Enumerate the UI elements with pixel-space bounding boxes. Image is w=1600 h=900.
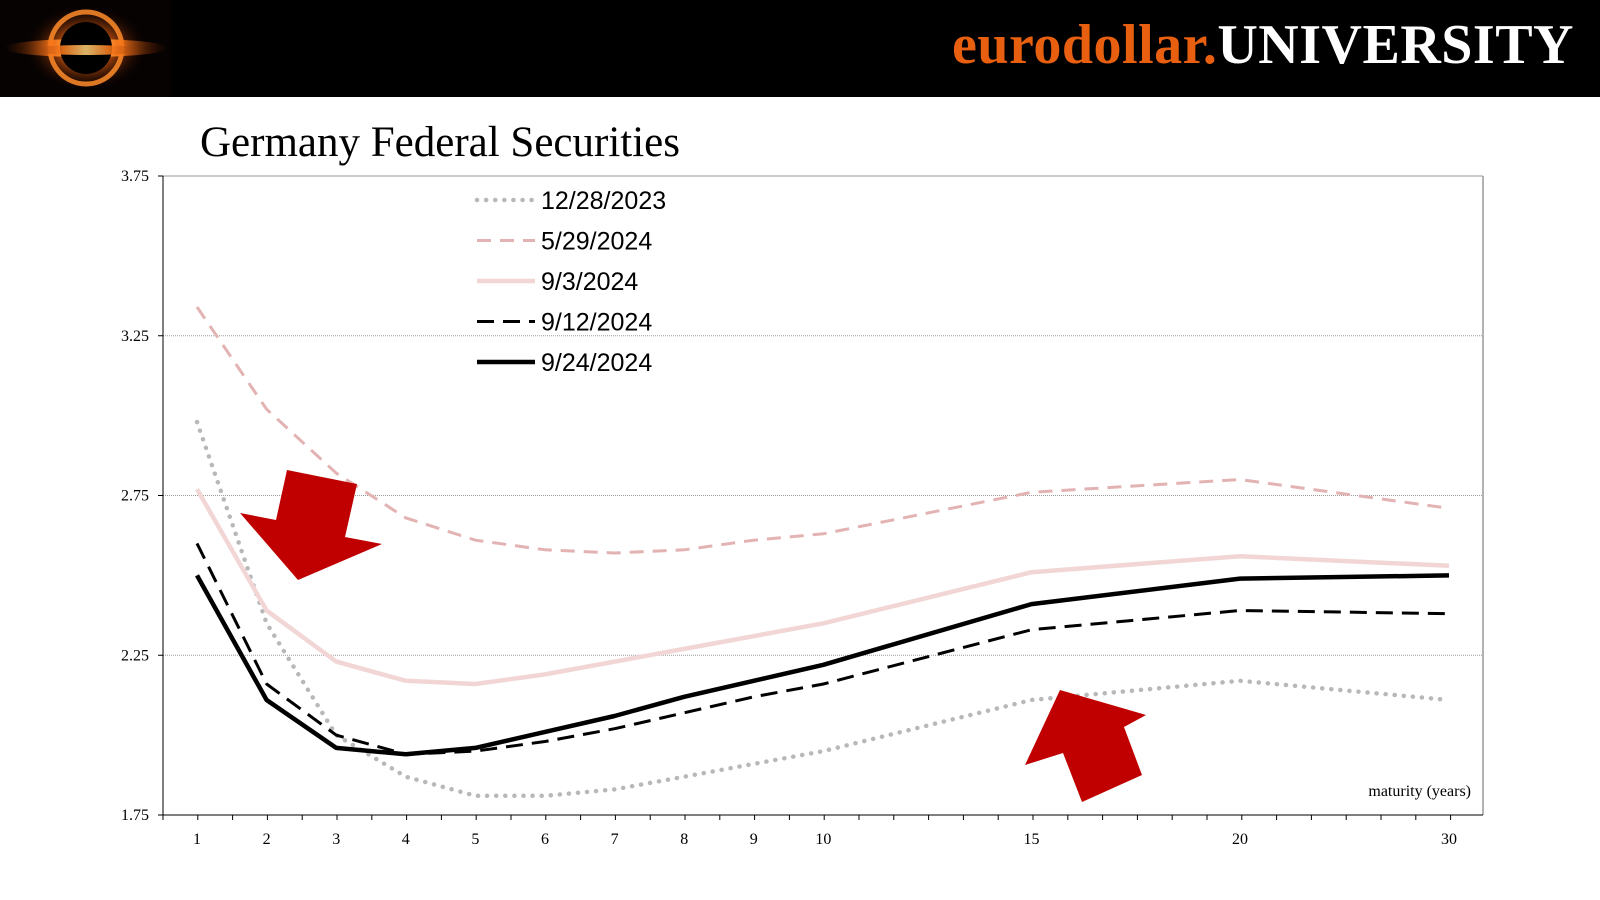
x-tick-label: 30 bbox=[1441, 831, 1457, 848]
series-line-9-3-2024 bbox=[195, 487, 1450, 687]
x-tick-label: 15 bbox=[1024, 831, 1040, 848]
series-lines bbox=[194, 306, 1452, 799]
x-axis-label: maturity (years) bbox=[1368, 783, 1471, 800]
gridlines bbox=[163, 175, 1484, 815]
x-tick-label: 8 bbox=[680, 831, 688, 848]
chart-title: Germany Federal Securities bbox=[200, 119, 680, 166]
x-tick-label: 3 bbox=[332, 831, 340, 848]
x-tick-label: 2 bbox=[263, 831, 271, 848]
x-tick-label: 5 bbox=[471, 831, 479, 848]
legend-label: 5/29/2024 bbox=[541, 228, 652, 256]
series-line-5-29-2024 bbox=[195, 306, 1450, 555]
series-line-12-28-2023 bbox=[194, 419, 1452, 799]
brand-wordmark-part2: UNIVERSITY bbox=[1217, 14, 1574, 76]
x-tick-label: 1 bbox=[193, 831, 201, 848]
red-arrow-up bbox=[1025, 690, 1146, 802]
y-tick-label: 2.75 bbox=[121, 488, 149, 505]
legend-label: 12/28/2023 bbox=[541, 187, 666, 215]
legend: 12/28/2023 5/29/2024 9/3/2024 9/12/2024 9/24… bbox=[474, 187, 666, 377]
y-tick-label: 1.75 bbox=[121, 807, 149, 824]
x-tick-label: 10 bbox=[815, 831, 831, 848]
legend-label: 9/24/2024 bbox=[541, 349, 652, 377]
x-tick-label: 4 bbox=[402, 831, 410, 848]
header-bar: eurodollar.UNIVERSITY bbox=[0, 0, 1600, 97]
y-tick-label: 3.75 bbox=[121, 168, 149, 185]
red-arrow-down bbox=[240, 470, 382, 580]
legend-label: 9/3/2024 bbox=[541, 268, 638, 296]
annotations bbox=[240, 470, 1146, 802]
black-hole-icon bbox=[0, 0, 172, 97]
brand-wordmark: eurodollar.UNIVERSITY bbox=[952, 10, 1574, 80]
legend-label: 9/12/2024 bbox=[541, 309, 652, 337]
y-tick-label: 2.25 bbox=[121, 647, 149, 664]
x-tick-label: 6 bbox=[541, 831, 549, 848]
axes: 1.75 2.25 2.75 3.25 3.75 1 2 3 4 5 6 7 8 9 10 15 20 30 bbox=[121, 168, 1483, 848]
x-tick-label: 9 bbox=[750, 831, 758, 848]
y-tick-label: 3.25 bbox=[121, 328, 149, 345]
series-line-9-24-2024 bbox=[195, 573, 1450, 757]
series-line-9-12-2024 bbox=[195, 542, 1450, 756]
x-tick-label: 7 bbox=[611, 831, 619, 848]
brand-wordmark-part1: eurodollar. bbox=[952, 14, 1218, 76]
x-tick-label: 20 bbox=[1232, 831, 1248, 848]
